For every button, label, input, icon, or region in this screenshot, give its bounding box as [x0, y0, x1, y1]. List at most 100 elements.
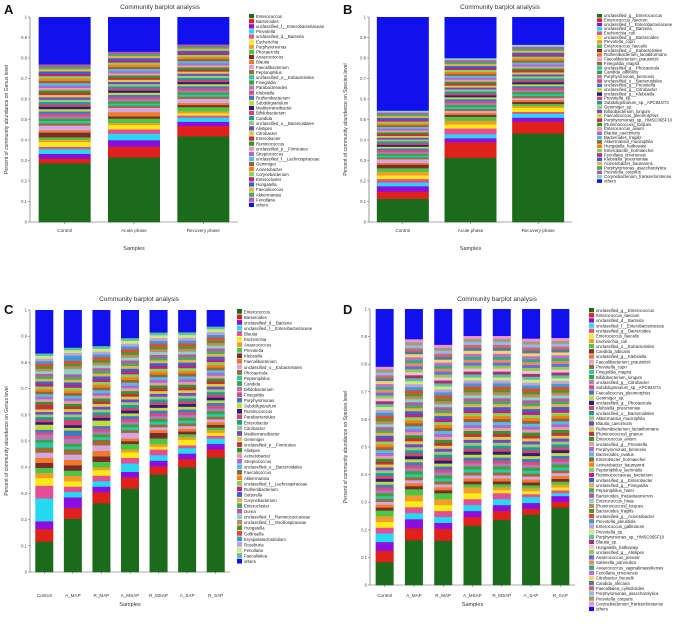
bar-segment-A_MSAP-others — [463, 309, 482, 337]
legend-entry: Fenollaria — [256, 197, 275, 202]
legend-entry: Hungatella — [244, 526, 265, 531]
bar-segment-Control-others — [376, 17, 429, 111]
bar-segment-Control-Enterobacter — [35, 416, 54, 420]
bar-segment-A_SAP-Faecalitalea_cylindroides — [522, 347, 541, 351]
bar-segment-A_SAP-Bifidobacterium — [178, 414, 197, 418]
legend-entry: Phocaeicola — [244, 370, 268, 375]
legend-entry: Hungatella_hathewayi — [604, 144, 646, 149]
bar-segment-Recovery phase-Bifidobacterium_longum — [512, 74, 565, 77]
y-tick-label: 0 — [25, 570, 28, 575]
legend-entry: Prevotella_corporis — [596, 596, 633, 601]
bar-segment-A_SAP-Acinetobacter — [178, 381, 197, 385]
bar-segment-R_SAP-Erysipelatoclostridium — [206, 334, 225, 338]
legend-swatch — [237, 420, 242, 425]
legend-entry: Subdoligranulum — [244, 404, 277, 409]
bar-segment-R_MSAP-Citrobacter_freundii — [492, 350, 511, 354]
y-tick-label: 0.4 — [21, 465, 27, 470]
legend-entry: Parabacteroides — [244, 415, 275, 420]
bar-segment-Recovery phase-Candida_albicans — [512, 91, 565, 95]
bar-segment-A_MAP-Bifidobacterium — [63, 438, 82, 444]
bar-segment-A_SAP-Acinetobacter_baumannii — [522, 417, 541, 421]
bar-segment-R_SAP-Faecalicoccus — [206, 367, 225, 371]
legend-entry: Corynebacterium_frankenforstense — [604, 174, 672, 179]
legend-entry: Escherichia — [244, 337, 267, 342]
legend-entry: Roseburia — [244, 542, 264, 547]
bar-segment-A_MAP-Bacteroides — [63, 507, 82, 519]
legend-entry: unclassified_o__Eubacteriales — [596, 344, 654, 349]
bar-segment-A_MSAP-Peptoniphilus_harei — [463, 401, 482, 405]
bar-segment-Control-unclassified_f__Enterobacteriaceae — [376, 186, 429, 192]
legend-entry: Bacteroides_ovatus — [596, 452, 634, 457]
bar-segment-Control-unclassified_p__Firmicutes — [38, 87, 91, 91]
legend-swatch — [597, 40, 602, 44]
bar-segment-A_MSAP-Phocaeicola — [121, 429, 139, 433]
bar-segment-Recovery phase-Candida — [177, 77, 230, 81]
bar-segment-R_MSAP-unclassified_g__Prevotella — [492, 427, 511, 431]
bar-segment-R_MAP-unclassified_g__Bacteroides — [434, 510, 453, 518]
legend-entry: Subdoligranulum_sp._APC924/74 — [604, 100, 669, 105]
bar-segment-A_MSAP-Akkermansia_muciniphila — [463, 442, 482, 446]
bar-segment-Acute phase-[Ruminococcus]_torques — [444, 81, 497, 84]
bar-segment-R_SAP-unclassified_o__Eubacteriales — [551, 481, 570, 485]
bar-segment-Acute phase-unclassified_g__Phocaeicola — [444, 106, 497, 110]
legend-entry: unclassified_o__Bacteroidales — [244, 465, 302, 470]
legend-entry: Fenollaria_timonensis — [596, 571, 638, 576]
legend-entry: Ruminococcus — [244, 409, 272, 414]
legend-swatch — [237, 514, 242, 520]
bar-segment-A_SAP-others — [178, 310, 197, 333]
bar-segment-R_SAP-[Ruminococcus]_torques — [551, 392, 570, 396]
bar-segment-Control-unclassified_g__Acinetobacter — [375, 415, 394, 419]
bar-segment-Recovery phase-Blautia — [177, 102, 230, 106]
bar-segment-Acute phase-Klebsiella — [108, 96, 160, 100]
bar-segment-Control-unclassified_g__Phocaeicola — [375, 478, 394, 482]
legend-swatch — [597, 74, 602, 79]
bar-segment-A_MSAP-Bacteroides_ovatus — [463, 421, 482, 426]
legend-swatch — [597, 83, 602, 88]
y-axis-label: Percent of community abundance on Specie… — [343, 391, 349, 503]
bar-segment-Recovery phase-Ruminococcus — [177, 67, 230, 70]
bar-segment-R_SAP-Candida_albicans — [551, 478, 570, 482]
bar-segment-A_MAP-Streptococcus — [63, 398, 82, 402]
bar-segment-A_MSAP-Prevotella_pleuritidis — [463, 383, 482, 387]
legend-swatch — [589, 524, 594, 529]
legend-swatch — [237, 519, 242, 525]
y-tick-label: 0.5 — [361, 445, 367, 450]
bar-segment-Acute phase-Acinetobacter — [108, 64, 160, 67]
legend-entry: Prevotella — [244, 348, 264, 353]
bar-segment-A_MAP-Subdoligranulum — [63, 427, 82, 431]
legend-swatch — [589, 359, 594, 364]
legend-swatch — [589, 354, 594, 359]
legend-entry: unclassified_g__Enterococcus — [596, 308, 654, 313]
legend-swatch — [249, 34, 254, 39]
bar-segment-Recovery phase-Enterococcus_avium — [512, 66, 565, 69]
bar-segment-A_MAP-unclassified_f__Lachnospiraceae — [63, 387, 82, 391]
bar-segment-R_MAP-Porphyromonas — [92, 425, 111, 429]
bar-segment-A_MSAP-Faecalibacterium_prausnitzii — [463, 475, 482, 479]
bar-segment-A_SAP-Escherichia_coli — [522, 488, 541, 492]
bar-segment-A_SAP-Finegoldia_magna — [522, 470, 541, 474]
bar-segment-R_MAP-Candida_africana — [434, 356, 453, 360]
legend-swatch — [597, 18, 602, 22]
bar-segment-R_MSAP-Parabacteroides — [149, 401, 168, 406]
legend-entry: Candida — [244, 381, 261, 386]
bar-segment-Recovery phase-[Ruminococcus]_torques — [512, 68, 565, 71]
bar-segment-R_MSAP-Bacteroides_thetaiotaomicron — [492, 398, 511, 402]
bar-segment-A_MAP-Faecalicoccus_pleomorphus — [404, 462, 423, 466]
bar-segment-A_MSAP-Enterococcus_hirae — [463, 395, 482, 399]
bar-segment-A_SAP-Bifidobacterium_longum — [522, 467, 541, 471]
bar-segment-R_MAP-Candida — [92, 434, 111, 438]
legend-swatch — [597, 96, 602, 101]
bar-segment-Acute phase-unclassified_o__Eubacteriales — [108, 103, 160, 106]
bar-segment-A_MSAP-Collinsella — [121, 349, 139, 353]
bar-segment-R_MSAP-Prevotella — [149, 438, 168, 445]
y-tick-label: 0.7 — [21, 386, 27, 391]
bar-segment-A_MAP-Escherichia_coli — [404, 495, 423, 502]
bar-segment-A_MAP-Enterococcus_hirae — [404, 399, 423, 403]
bar-segment-Acute phase-Citrobacter — [108, 79, 160, 83]
bar-segment-R_MAP-Bacteroides_fragilis — [434, 398, 453, 402]
bar-segment-R_MAP-Enterococcus_avium — [434, 439, 453, 443]
bar-segment-Control-Porphyromonas_asaccharolytica — [375, 372, 394, 376]
bar-segment-A_SAP-Escherichia — [178, 439, 197, 446]
bar-segment-R_MSAP-Sutterella — [149, 362, 168, 367]
legend-entry: Klebsiella_pneumoniae — [596, 406, 641, 411]
